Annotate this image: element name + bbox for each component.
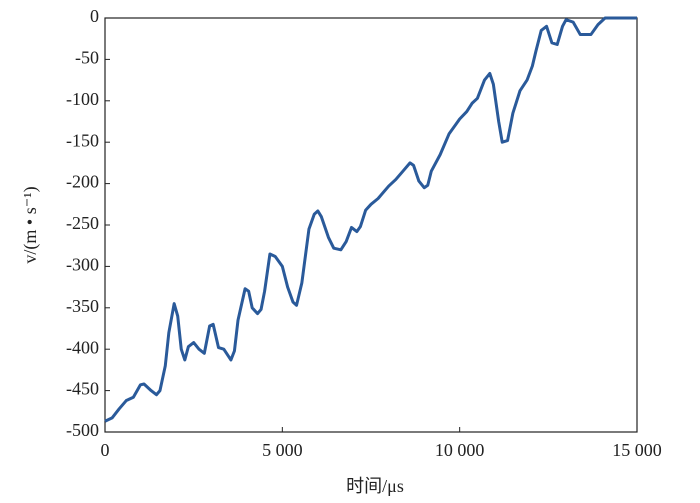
y-tick-label: 0 xyxy=(90,6,99,26)
x-tick-label: 15 000 xyxy=(612,440,662,460)
y-tick-label: -400 xyxy=(66,337,99,357)
y-tick-label: -350 xyxy=(66,296,99,316)
y-tick-label: -150 xyxy=(66,130,99,150)
y-tick-label: -100 xyxy=(66,89,99,109)
y-tick-label: -450 xyxy=(66,379,99,399)
x-axis-label: 时间/μs xyxy=(346,476,404,496)
y-tick-label: -200 xyxy=(66,172,99,192)
x-tick-label: 10 000 xyxy=(435,440,485,460)
y-axis-label: v/(m • s⁻¹) xyxy=(20,186,41,263)
y-tick-label: -300 xyxy=(66,255,99,275)
x-tick-label: 5 000 xyxy=(262,440,303,460)
x-tick-label: 0 xyxy=(101,440,110,460)
plot-frame xyxy=(104,17,638,433)
y-tick-label: -50 xyxy=(75,48,99,68)
y-tick-label: -500 xyxy=(66,420,99,440)
y-tick-label: -250 xyxy=(66,213,99,233)
data-line xyxy=(104,16,637,423)
